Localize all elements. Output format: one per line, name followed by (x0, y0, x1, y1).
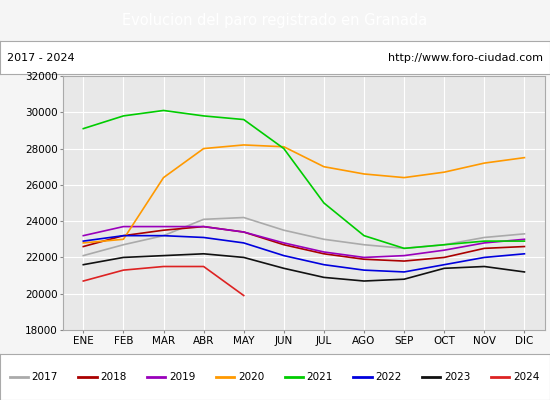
Text: 2019: 2019 (169, 372, 195, 382)
Text: 2023: 2023 (444, 372, 470, 382)
Text: 2017: 2017 (32, 372, 58, 382)
Text: 2022: 2022 (375, 372, 402, 382)
Text: 2021: 2021 (307, 372, 333, 382)
Text: 2024: 2024 (513, 372, 539, 382)
Text: Evolucion del paro registrado en Granada: Evolucion del paro registrado en Granada (122, 14, 428, 28)
Text: 2020: 2020 (238, 372, 264, 382)
Text: 2017 - 2024: 2017 - 2024 (7, 53, 74, 63)
Text: 2018: 2018 (100, 372, 126, 382)
Text: http://www.foro-ciudad.com: http://www.foro-ciudad.com (388, 53, 543, 63)
